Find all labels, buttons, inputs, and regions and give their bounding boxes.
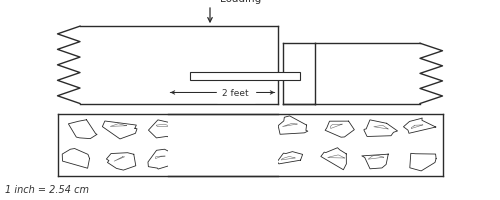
Bar [168,116,278,174]
Text: 2 feet: 2 feet [222,88,249,97]
Text: 1 inch = 2.54 cm: 1 inch = 2.54 cm [5,184,89,194]
Bar [190,73,300,81]
Text: Loading: Loading [220,0,261,4]
